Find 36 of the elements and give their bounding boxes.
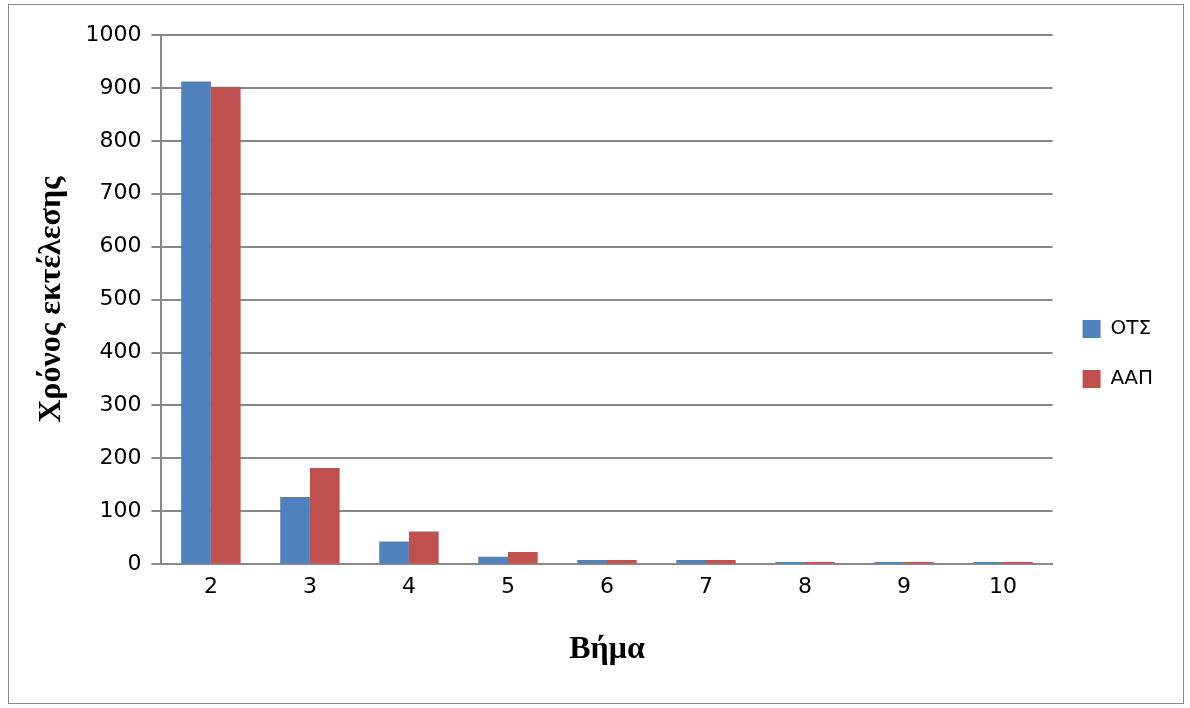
y-axis-title: Χρόνος εκτέλεσης bbox=[31, 175, 68, 423]
y-tick-label: 300 bbox=[99, 391, 142, 417]
bar bbox=[706, 559, 736, 564]
bar bbox=[379, 541, 409, 564]
y-tick-label: 0 bbox=[127, 549, 142, 575]
bar bbox=[181, 81, 211, 564]
y-tick-label: 200 bbox=[99, 444, 142, 470]
x-axis-title: Βήμα bbox=[569, 629, 645, 666]
y-tick-label: 400 bbox=[99, 338, 142, 364]
x-tick-label: 2 bbox=[203, 573, 218, 599]
y-tick-label: 1000 bbox=[85, 20, 142, 46]
x-tick-label: 10 bbox=[989, 573, 1018, 599]
bar bbox=[280, 496, 310, 564]
legend-label: ΟΤΣ bbox=[1110, 315, 1152, 340]
bar bbox=[606, 559, 637, 564]
x-tick-label: 9 bbox=[897, 573, 912, 599]
bar bbox=[577, 559, 607, 564]
bar bbox=[676, 559, 707, 564]
y-tick-label: 500 bbox=[99, 285, 142, 311]
y-tick-label: 100 bbox=[99, 497, 142, 522]
y-tick-label: 800 bbox=[99, 126, 142, 152]
y-tick-label: 600 bbox=[99, 232, 142, 258]
y-tick-label: 700 bbox=[99, 179, 142, 205]
x-tick-label: 5 bbox=[500, 573, 515, 599]
bar bbox=[408, 531, 439, 564]
bar bbox=[210, 86, 241, 564]
x-tick-label: 7 bbox=[699, 573, 714, 599]
legend-label: ΑΑΠ bbox=[1110, 365, 1153, 390]
x-tick-label: 4 bbox=[401, 573, 416, 599]
x-tick-label: 3 bbox=[302, 573, 317, 599]
bar bbox=[478, 556, 508, 564]
x-tick-label: 8 bbox=[798, 573, 813, 599]
bar bbox=[309, 467, 340, 564]
x-tick-label: 6 bbox=[599, 573, 614, 599]
y-tick-label: 900 bbox=[99, 73, 142, 99]
bar bbox=[507, 552, 538, 564]
